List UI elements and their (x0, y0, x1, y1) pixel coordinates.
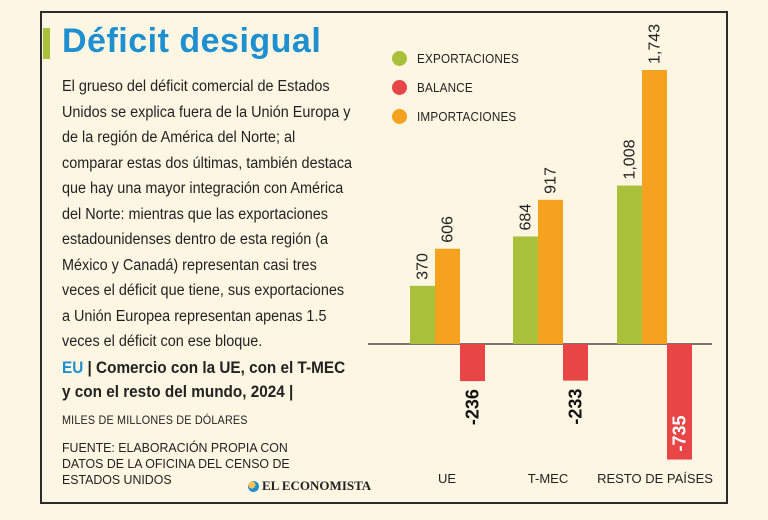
data-label-importaciones-1: 606 (440, 216, 457, 243)
data-label-exportaciones-2: 684 (518, 204, 535, 231)
bar-importaciones-3 (642, 70, 667, 344)
title-accent-bar (43, 28, 50, 59)
logo-mark-icon (248, 480, 259, 492)
data-label-balance-3: -735 (670, 416, 690, 452)
description-text: El grueso del déficit comercial de Estad… (62, 78, 353, 350)
category-label-2: T-MEC (528, 471, 568, 486)
bar-balance-2 (563, 344, 588, 381)
bar-importaciones-1 (435, 248, 460, 344)
legend-item-balance: BALANCE (392, 73, 530, 102)
bar-balance-3 (667, 344, 692, 460)
bar-exportaciones-3 (617, 185, 642, 344)
source-note: FUENTE: ELABORACIÓN PROPIA CON DATOS DE … (62, 440, 290, 487)
data-label-balance-1: -236 (463, 389, 483, 425)
legend-label-balance: BALANCE (417, 80, 473, 95)
category-label-3: RESTO DE PAÍSES (597, 471, 713, 486)
chart-subtitle: EU | Comercio con la UE, con el T-MEC y … (62, 356, 350, 404)
subtitle-prefix: EU (62, 358, 84, 377)
infographic-frame (40, 11, 728, 504)
category-label-1: UE (438, 471, 456, 486)
bar-exportaciones-2 (513, 236, 538, 344)
data-label-exportaciones-1: 370 (415, 253, 432, 280)
bar-balance-1 (460, 344, 485, 382)
legend-item-importaciones: IMPORTACIONES (392, 102, 530, 131)
data-label-importaciones-3: 1,743 (647, 24, 664, 64)
page-title: Déficit desigual (62, 22, 322, 60)
subtitle-text: | Comercio con la UE, con el T-MEC y con… (62, 358, 346, 401)
chart-legend: EXPORTACIONES BALANCE IMPORTACIONES (392, 44, 530, 131)
publisher-logo: EL ECONOMISTA (248, 478, 371, 494)
logo-text: EL ECONOMISTA (262, 478, 372, 493)
legend-label-importaciones: IMPORTACIONES (417, 109, 517, 124)
units-label: MILES DE MILLONES DE DÓLARES (62, 413, 248, 427)
data-label-balance-2: -233 (566, 389, 586, 425)
data-label-importaciones-2: 917 (543, 167, 560, 194)
legend-label-exportaciones: EXPORTACIONES (417, 51, 520, 66)
bar-exportaciones-1 (410, 285, 435, 344)
data-label-exportaciones-3: 1,008 (622, 139, 639, 179)
legend-dot-exportaciones (392, 51, 407, 66)
legend-dot-importaciones (392, 109, 407, 124)
bar-importaciones-2 (538, 199, 563, 344)
legend-dot-balance (392, 80, 407, 95)
legend-item-exportaciones: EXPORTACIONES (392, 44, 530, 73)
